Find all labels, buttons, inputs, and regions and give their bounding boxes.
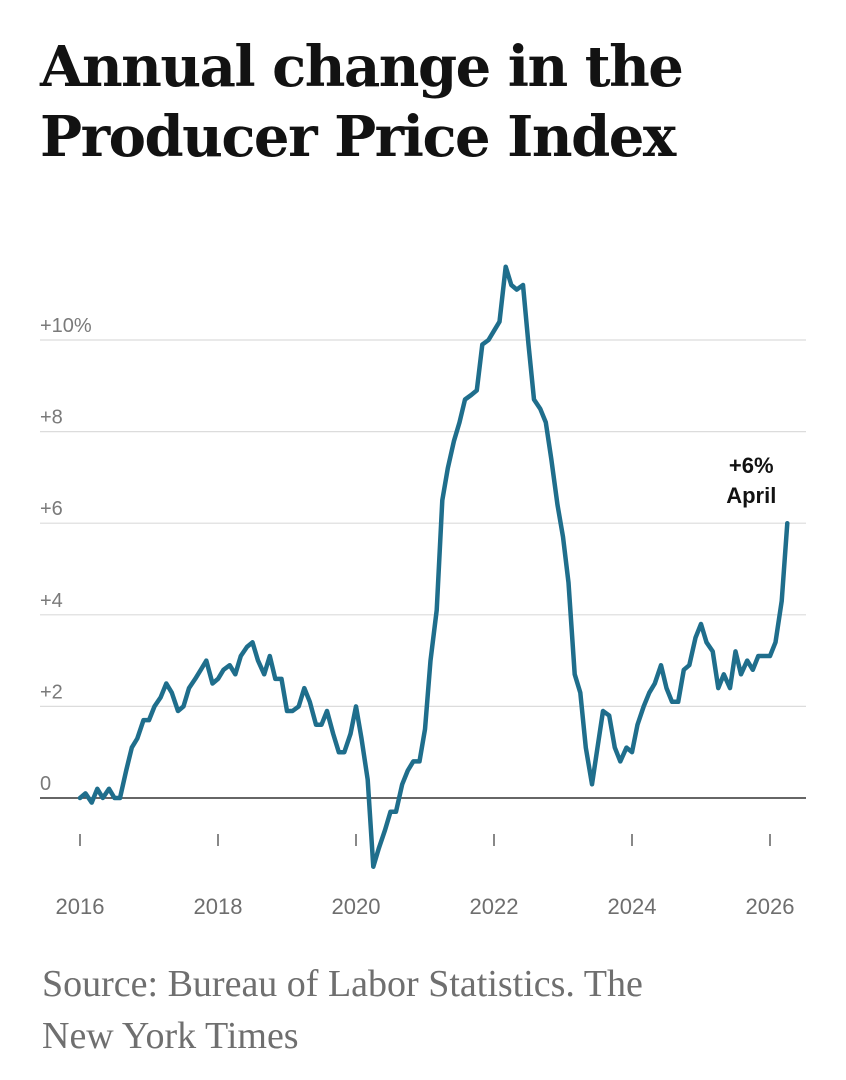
x-tick-label-2022: 2022 [470,894,519,919]
y-axis-ticks: 0 +2 +4 +6 +8 +10% [40,315,92,795]
chart-title-line-1: Annual change in the [40,34,684,100]
source-line-1: Source: Bureau of Labor Statistics. The [42,963,643,1005]
series-line-0 [77,264,790,869]
source-note: Source: Bureau of Labor Statistics. The … [42,958,812,1062]
y-tick-label-2: +2 [40,681,63,703]
y-tick-label-8: +8 [40,407,63,429]
x-tick-label-2016: 2016 [56,894,105,919]
annotation-value-label: +6% [729,453,774,478]
y-tick-label-4: +4 [40,590,63,612]
chart-title-line-2: Producer Price Index [40,104,676,170]
annotation-month-label: April [726,483,776,508]
annotation: +6% April [726,453,776,508]
x-tick-label-2018: 2018 [194,894,243,919]
x-tick-label-2026: 2026 [746,894,795,919]
x-tick-label-2024: 2024 [608,894,657,919]
series-layer [77,264,790,869]
source-line-2: New York Times [42,1015,299,1057]
y-tick-label-0: 0 [40,773,51,795]
gridlines [40,339,806,799]
x-axis-ticks: 2016 2018 2020 2022 2024 2026 [56,834,795,919]
y-tick-label-10: +10% [40,315,92,337]
chart-title: Annual change in the Producer Price Inde… [40,32,820,172]
x-tick-label-2020: 2020 [332,894,381,919]
y-tick-label-6: +6 [40,498,63,520]
